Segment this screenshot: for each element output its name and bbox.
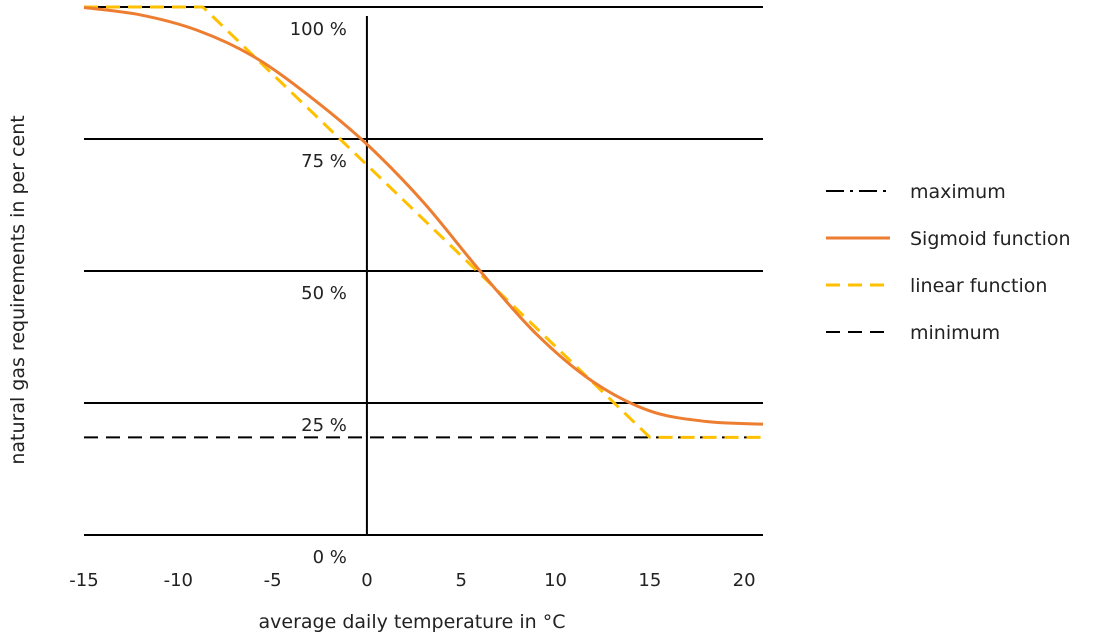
y-tick-labels: 100 % 75 % 50 % 25 % 0 % xyxy=(290,19,347,568)
x-tick-label--10: -10 xyxy=(164,570,193,591)
y-tick-label-50: 50 % xyxy=(301,283,347,304)
y-tick-label-75: 75 % xyxy=(301,151,347,172)
x-tick-label-10: 10 xyxy=(544,570,567,591)
legend-label-sigmoid-function: Sigmoid function xyxy=(910,228,1071,250)
x-tick-label--5: -5 xyxy=(264,570,282,591)
x-tick-label-0: 0 xyxy=(361,570,372,591)
legend: maximum Sigmoid function linear function mi… xyxy=(826,181,1071,344)
legend-label-maximum: maximum xyxy=(910,181,1006,203)
series-linear-function xyxy=(84,5,763,439)
x-tick-label-5: 5 xyxy=(455,570,466,591)
x-tick-label--15: -15 xyxy=(69,570,98,591)
y-tick-label-100: 100 % xyxy=(290,19,347,40)
series-layer xyxy=(83,5,764,439)
x-tick-label-20: 20 xyxy=(733,570,756,591)
legend-label-minimum: minimum xyxy=(910,322,1000,344)
y-axis-title: natural gas requirements in per cent xyxy=(7,115,29,464)
grid xyxy=(84,6,763,536)
x-tick-label-15: 15 xyxy=(638,570,661,591)
x-axis-title: average daily temperature in °C xyxy=(259,611,566,633)
legend-label-linear-function: linear function xyxy=(910,275,1047,297)
y-tick-label-25: 25 % xyxy=(301,415,347,436)
y-tick-label-0: 0 % xyxy=(313,547,347,568)
series-sigmoid-function xyxy=(83,6,764,426)
x-tick-labels: -15 -10 -5 0 5 10 15 20 xyxy=(69,570,755,591)
